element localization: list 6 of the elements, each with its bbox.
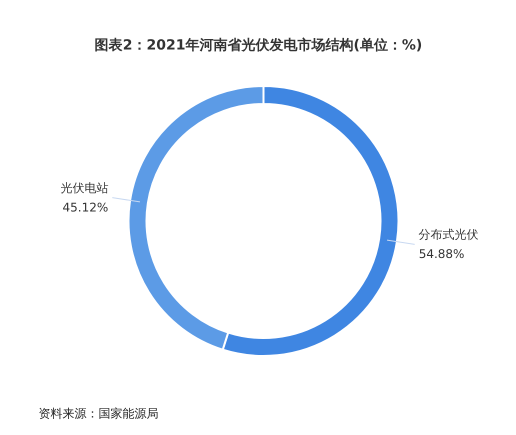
chart-title: 图表2：2021年河南省光伏发电市场结构(单位：%) xyxy=(94,36,422,54)
data-label: 54.88% xyxy=(418,247,464,262)
slice-label: 分布式光伏 xyxy=(418,228,479,242)
data-label: 45.12% xyxy=(62,200,108,214)
text: 资料来源：国家能源局 xyxy=(38,406,158,420)
slice-label: 光伏电站 xyxy=(60,180,108,195)
